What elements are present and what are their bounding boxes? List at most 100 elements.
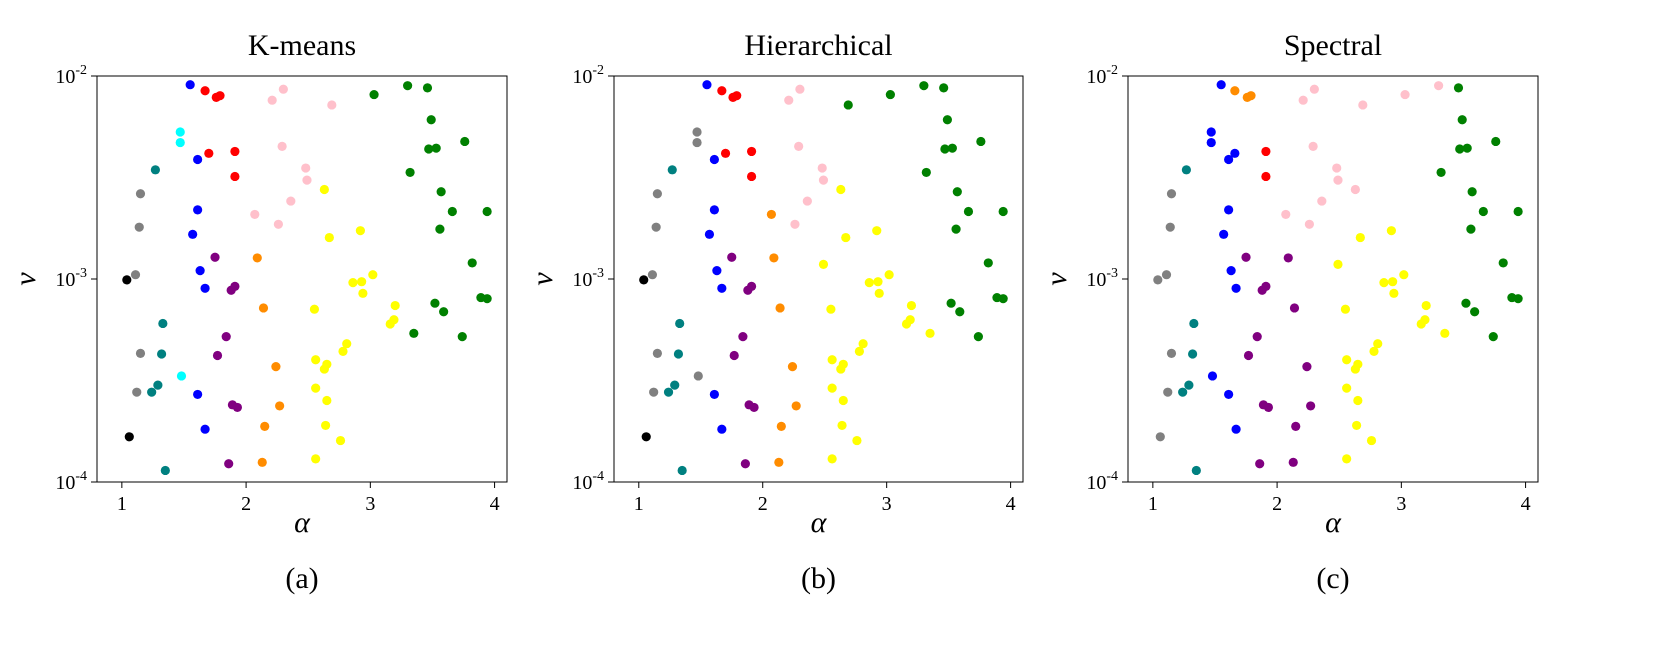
data-point-green xyxy=(457,332,467,342)
data-point-blue xyxy=(200,424,210,434)
data-point-yellow xyxy=(1386,226,1396,236)
data-point-blue xyxy=(709,205,719,215)
data-point-teal xyxy=(677,465,687,476)
data-point-orange xyxy=(774,457,784,467)
data-point-pink xyxy=(302,175,312,185)
data-point-green xyxy=(1491,136,1501,147)
data-point-yellow xyxy=(342,339,352,349)
data-point-yellow xyxy=(1440,328,1450,338)
data-point-teal xyxy=(1178,387,1188,397)
data-point-blue xyxy=(1216,80,1226,90)
data-point-pink xyxy=(301,163,311,173)
y-tick-label: 10-3 xyxy=(572,266,604,291)
data-point-blue xyxy=(1224,154,1234,165)
data-point-purple xyxy=(212,350,223,361)
data-point-blue xyxy=(702,80,712,90)
data-point-teal xyxy=(1181,165,1191,175)
data-point-blue xyxy=(709,389,719,400)
data-point-green xyxy=(467,258,477,268)
panel-1: K-means 1 2 3 4 10-4 10-3 10-2 α v (a) xyxy=(9,29,508,595)
data-point-cyan xyxy=(176,371,187,381)
data-point-red xyxy=(1261,171,1271,182)
data-point-green xyxy=(952,187,962,197)
data-point-purple xyxy=(1288,457,1298,467)
data-point-purple xyxy=(1302,362,1312,372)
data-point-gray xyxy=(652,348,662,359)
data-point-yellow xyxy=(1342,383,1352,393)
data-point-purple xyxy=(738,332,748,342)
data-point-purple xyxy=(1255,459,1265,469)
x-tick-label: 1 xyxy=(634,493,644,515)
data-point-pink xyxy=(1317,196,1327,206)
data-point-teal xyxy=(1184,380,1194,390)
data-point-green xyxy=(885,89,895,100)
data-point-green xyxy=(1466,224,1476,234)
data-point-yellow xyxy=(1340,304,1351,314)
data-point-yellow xyxy=(1399,270,1409,280)
data-point-green xyxy=(951,224,961,234)
data-point-teal xyxy=(147,387,157,397)
data-point-gray xyxy=(647,270,658,280)
data-point-pink xyxy=(1400,89,1410,100)
data-point-purple xyxy=(224,459,234,469)
y-axis-label: v xyxy=(526,272,559,286)
data-point-pink xyxy=(277,141,287,151)
data-point-green xyxy=(939,83,949,93)
data-point-purple xyxy=(1291,421,1301,431)
data-point-yellow xyxy=(906,300,917,311)
data-point-green xyxy=(1498,258,1508,268)
data-point-gray xyxy=(652,189,662,199)
data-point-gray xyxy=(135,348,146,359)
data-point-yellow xyxy=(357,277,367,287)
data-point-green xyxy=(947,143,957,153)
scatter-points xyxy=(639,80,1008,476)
data-point-blue xyxy=(193,205,203,215)
data-point-green xyxy=(436,187,446,197)
data-point-gray xyxy=(130,270,141,280)
data-point-yellow xyxy=(827,454,837,464)
y-axis-label: v xyxy=(9,272,42,286)
data-point-purple xyxy=(221,332,231,342)
data-point-blue xyxy=(193,154,203,165)
data-point-teal xyxy=(673,349,684,359)
data-point-teal xyxy=(663,387,674,397)
data-point-green xyxy=(403,81,413,91)
data-point-pink xyxy=(790,219,800,229)
data-point-red xyxy=(200,86,210,96)
data-point-gray xyxy=(651,222,661,232)
data-point-green xyxy=(405,167,415,178)
data-point-yellow xyxy=(1369,346,1379,356)
data-point-yellow xyxy=(1416,319,1426,329)
data-point-yellow xyxy=(1421,300,1431,311)
data-point-yellow xyxy=(319,184,329,195)
panel-2: Hierarchical 1 2 3 4 10-4 10-3 10-2 α v (b) xyxy=(526,29,1024,595)
data-point-green xyxy=(430,298,440,308)
plot-frame xyxy=(613,75,1024,483)
plot-frame xyxy=(1127,75,1539,483)
data-point-pink xyxy=(286,196,296,206)
data-point-green xyxy=(422,83,433,93)
x-tick-label: 2 xyxy=(758,493,768,515)
data-point-blue xyxy=(717,283,727,293)
data-point-yellow xyxy=(841,232,851,243)
data-point-yellow xyxy=(385,319,395,329)
data-point-yellow xyxy=(311,383,321,393)
y-tick-label: 10-2 xyxy=(55,63,87,88)
data-point-orange xyxy=(271,362,281,372)
data-point-orange xyxy=(1246,91,1256,101)
data-point-pink xyxy=(1350,184,1360,195)
panel-caption: (a) xyxy=(285,562,318,595)
panel-caption: (c) xyxy=(1316,562,1349,595)
data-point-orange xyxy=(787,362,798,372)
data-point-blue xyxy=(709,154,719,165)
x-tick-label: 3 xyxy=(365,493,375,515)
data-point-gray xyxy=(692,127,702,137)
data-point-green xyxy=(1470,307,1480,317)
data-point-yellow xyxy=(309,304,320,314)
data-point-red xyxy=(717,86,727,96)
data-point-yellow xyxy=(324,232,334,243)
data-point-yellow xyxy=(827,355,837,365)
data-point-purple xyxy=(1252,332,1262,342)
data-point-yellow xyxy=(836,364,846,374)
